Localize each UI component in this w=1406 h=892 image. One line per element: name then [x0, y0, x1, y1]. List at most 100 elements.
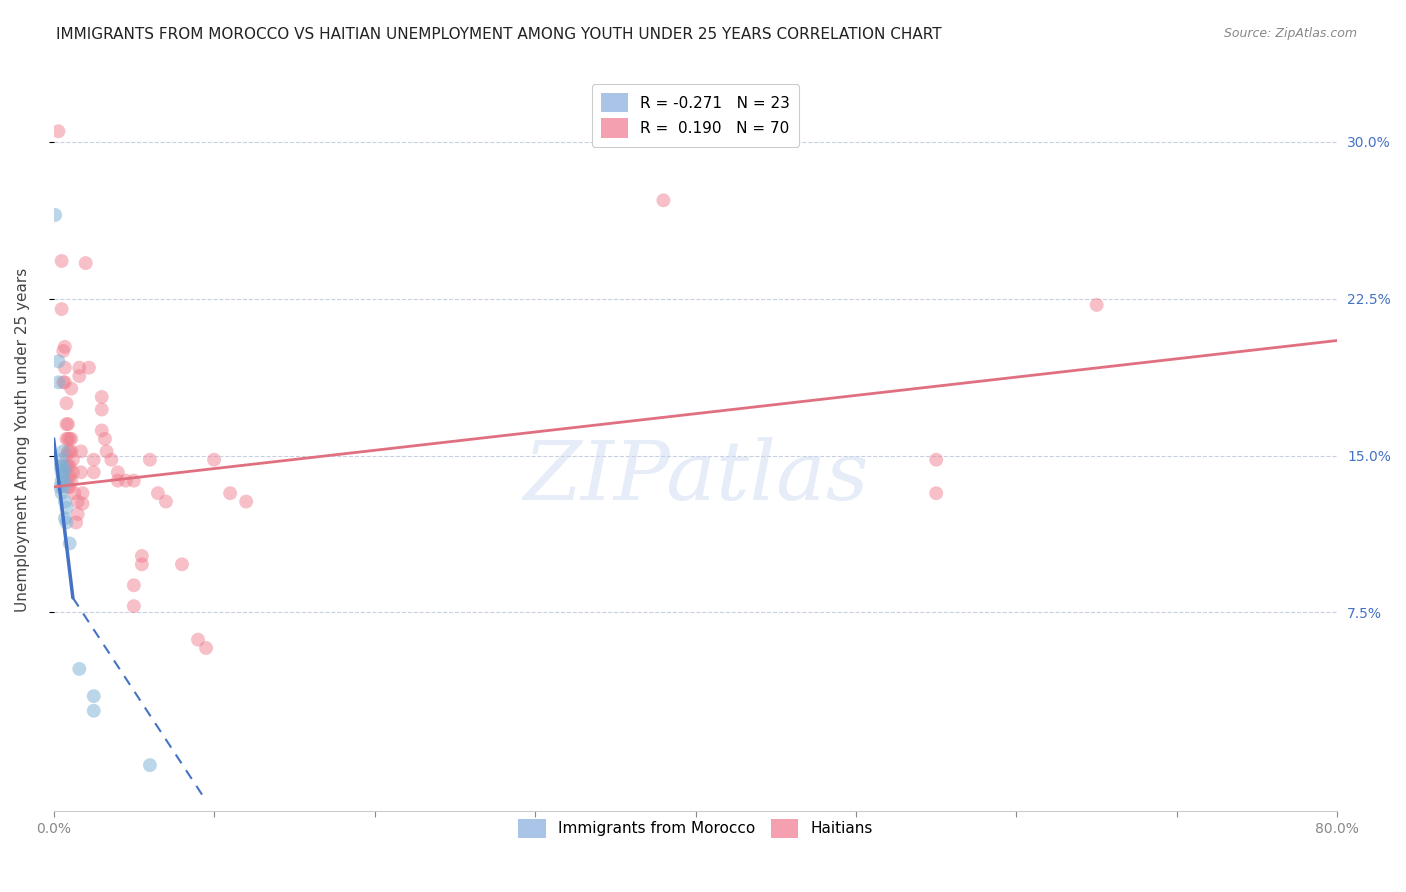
Point	[67, 369, 90, 384]
Point	[51, 254, 73, 268]
Point	[51, 486, 73, 500]
Point	[55, 396, 77, 410]
Point	[55, 500, 77, 515]
Point	[53, 494, 76, 508]
Text: ZIPatlas: ZIPatlas	[523, 437, 869, 517]
Point	[52, 376, 75, 390]
Point	[53, 475, 76, 490]
Point	[139, 758, 162, 772]
Point	[195, 640, 218, 655]
Point	[131, 549, 153, 563]
Point	[59, 432, 82, 446]
Point	[56, 480, 79, 494]
Point	[925, 452, 948, 467]
Point	[90, 402, 112, 417]
Point	[52, 458, 75, 473]
Point	[49, 480, 72, 494]
Point	[51, 452, 73, 467]
Point	[55, 516, 77, 530]
Point	[219, 486, 242, 500]
Point	[83, 704, 105, 718]
Point	[72, 486, 94, 500]
Point	[59, 480, 82, 494]
Point	[59, 469, 82, 483]
Point	[48, 354, 70, 368]
Point	[100, 452, 122, 467]
Point	[55, 417, 77, 432]
Point	[52, 444, 75, 458]
Point	[67, 360, 90, 375]
Point	[146, 486, 169, 500]
Point	[131, 558, 153, 572]
Point	[44, 208, 66, 222]
Point	[56, 469, 79, 483]
Point	[96, 444, 118, 458]
Point	[139, 452, 162, 467]
Point	[62, 465, 84, 479]
Point	[52, 343, 75, 358]
Point	[60, 382, 83, 396]
Point	[67, 662, 90, 676]
Point	[235, 494, 257, 508]
Point	[65, 516, 87, 530]
Point	[170, 558, 193, 572]
Point	[59, 458, 82, 473]
Point	[53, 360, 76, 375]
Point	[48, 124, 70, 138]
Text: IMMIGRANTS FROM MOROCCO VS HAITIAN UNEMPLOYMENT AMONG YOUTH UNDER 25 YEARS CORRE: IMMIGRANTS FROM MOROCCO VS HAITIAN UNEMP…	[56, 27, 942, 42]
Point	[652, 194, 675, 208]
Point	[114, 474, 136, 488]
Point	[52, 480, 75, 494]
Point	[83, 689, 105, 703]
Point	[122, 599, 145, 614]
Point	[202, 452, 225, 467]
Text: Source: ZipAtlas.com: Source: ZipAtlas.com	[1223, 27, 1357, 40]
Point	[66, 507, 89, 521]
Point	[51, 302, 73, 317]
Point	[70, 465, 93, 479]
Point	[56, 432, 79, 446]
Point	[59, 444, 82, 458]
Point	[56, 458, 79, 473]
Point	[55, 458, 77, 473]
Point	[1085, 298, 1108, 312]
Point	[55, 432, 77, 446]
Point	[72, 497, 94, 511]
Point	[122, 474, 145, 488]
Point	[60, 432, 83, 446]
Point	[51, 465, 73, 479]
Point	[90, 424, 112, 438]
Point	[59, 536, 82, 550]
Point	[56, 444, 79, 458]
Point	[53, 511, 76, 525]
Point	[53, 376, 76, 390]
Point	[60, 474, 83, 488]
Point	[56, 417, 79, 432]
Point	[55, 449, 77, 463]
Y-axis label: Unemployment Among Youth under 25 years: Unemployment Among Youth under 25 years	[15, 268, 30, 612]
Point	[53, 463, 76, 477]
Point	[60, 444, 83, 458]
Point	[94, 432, 117, 446]
Point	[122, 578, 145, 592]
Point	[90, 390, 112, 404]
Point	[107, 465, 129, 479]
Point	[49, 458, 72, 473]
Point	[51, 474, 73, 488]
Point	[107, 474, 129, 488]
Point	[62, 452, 84, 467]
Point	[66, 494, 89, 508]
Point	[155, 494, 177, 508]
Point	[75, 256, 97, 270]
Point	[63, 486, 86, 500]
Legend: Immigrants from Morocco, Haitians: Immigrants from Morocco, Haitians	[512, 813, 879, 845]
Point	[53, 340, 76, 354]
Point	[925, 486, 948, 500]
Point	[83, 452, 105, 467]
Point	[48, 376, 70, 390]
Point	[77, 360, 100, 375]
Point	[187, 632, 209, 647]
Point	[70, 444, 93, 458]
Point	[52, 469, 75, 483]
Point	[83, 465, 105, 479]
